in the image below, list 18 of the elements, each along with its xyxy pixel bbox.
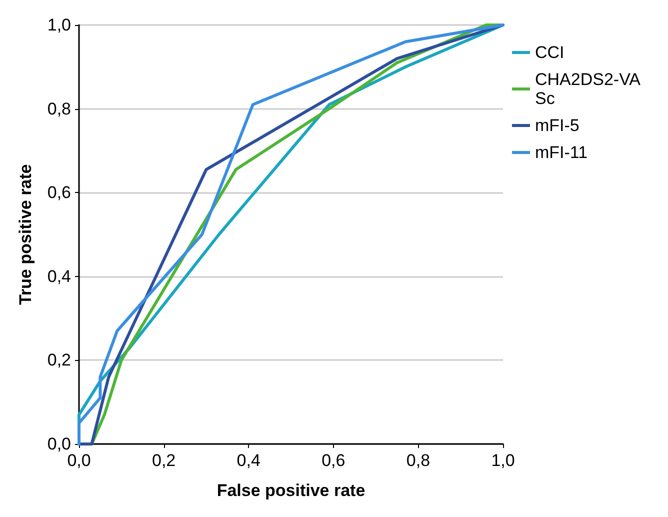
y-tick-label: 0,2 — [47, 350, 71, 370]
y-tick-label: 0,6 — [47, 183, 71, 202]
legend-label: CHA2DS2-VASc — [535, 70, 642, 108]
x-axis-title: False positive rate — [216, 481, 366, 500]
y-axis-title: True positive rate — [16, 164, 35, 305]
x-tick-label: 0,0 — [67, 451, 91, 470]
y-tick-label: 0,8 — [47, 99, 71, 118]
legend-label: mFI-11 — [535, 143, 588, 162]
y-tick-label: 0,0 — [47, 434, 71, 454]
x-tick-label: 0,2 — [152, 451, 176, 470]
x-tick-label: 0,4 — [236, 451, 260, 470]
x-tick-label: 0,6 — [322, 451, 346, 470]
legend-label: CCI — [535, 43, 564, 62]
y-tick-label: 1,0 — [47, 16, 71, 34]
x-tick-label: 1,0 — [491, 451, 515, 470]
y-tick-label: 0,4 — [47, 266, 71, 286]
x-tick-label: 0,8 — [406, 451, 430, 470]
legend-label: mFI-5 — [535, 116, 580, 135]
